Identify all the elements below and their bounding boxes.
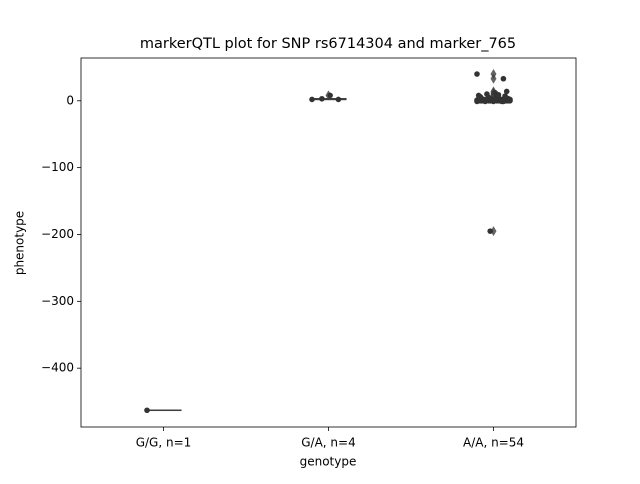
data-point [487,228,493,234]
chart-title: markerQTL plot for SNP rs6714304 and mar… [140,36,516,52]
axes-frame [81,58,576,427]
data-point [504,89,510,95]
data-point [309,97,315,103]
data-point [336,97,342,103]
data-point [501,76,507,82]
x-tick-label: G/G, n=1 [136,436,192,450]
y-tick-label: −200 [41,227,74,241]
x-tick-label: G/A, n=4 [301,436,355,450]
plot-area: 0 −100 −200 −300 −400 G/G, n=1 G/A, n=4 A/A, n=… [41,69,524,449]
y-tick-label: −400 [41,361,74,375]
data-point [502,98,508,104]
data-point [496,92,502,98]
data-point [507,98,513,104]
y-tick-label: 0 [66,93,74,107]
data-point [478,94,484,100]
x-tick-label: A/A, n=54 [463,436,524,450]
data-point [144,407,150,413]
x-axis-label: genotype [300,455,357,469]
y-axis-label: phenotype [13,211,27,275]
data-point [327,93,333,99]
y-tick-label: −100 [41,160,74,174]
data-point [486,95,492,101]
y-tick-label: −300 [41,294,74,308]
data-point [474,71,480,77]
data-point [494,97,500,103]
data-point [319,96,325,102]
